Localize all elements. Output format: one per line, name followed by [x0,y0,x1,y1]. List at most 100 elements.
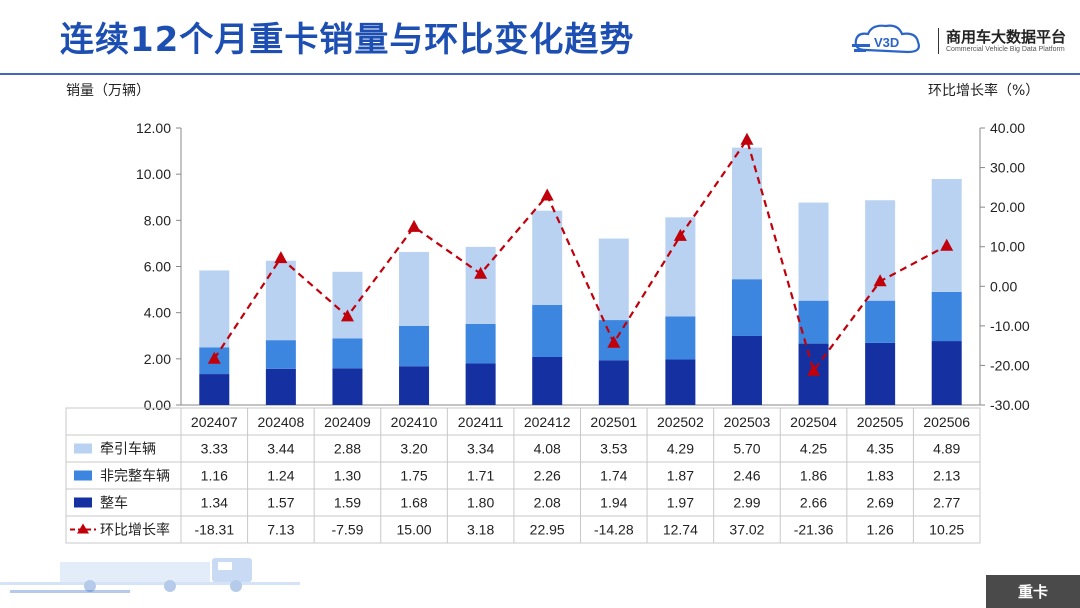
x-category-label: 202409 [324,414,371,430]
growth-rate-point [740,132,754,145]
data-table-cell: 1.74 [600,468,627,484]
bar-segment [465,246,496,324]
brand-subtitle: Commercial Vehicle Big Data Platform [946,46,1065,53]
y-right-tick-label: 10.00 [990,239,1025,255]
data-table-cell: 2.26 [534,468,561,484]
legend-swatch [74,443,92,454]
y-axis-right-label: 环比增长率（%） [928,83,1040,99]
data-table-cell: 1.71 [467,468,494,484]
y-right-tick-label: -20.00 [990,357,1030,373]
bar-segment [399,366,430,405]
data-table-cell: 3.44 [267,441,294,457]
bar-segment [865,342,896,405]
data-table-cell: -18.31 [194,522,234,538]
x-category-label: 202411 [458,414,504,430]
data-table-cell: 4.35 [867,441,894,457]
data-table-cell: 3.34 [467,441,494,457]
growth-rate-point [940,238,954,251]
y-axis-left-label: 销量（万辆） [66,83,150,99]
y-right-tick-label: -10.00 [990,318,1030,334]
bar-segment [931,341,962,405]
y-right-tick-label: -30.00 [990,397,1030,413]
bar-segment [598,238,629,321]
data-table-cell: 2.99 [733,495,760,511]
brand-logo: V3D 商用车大数据平台 Commercial Vehicle Big Data… [852,22,1072,62]
x-category-label: 202407 [191,414,238,430]
x-category-label: 202503 [724,414,771,430]
legend-label: 环比增长率 [100,522,170,538]
data-table-cell: 2.13 [933,468,960,484]
data-table-cell: 2.08 [534,495,561,511]
data-table-cell: 1.68 [400,495,427,511]
bar-segment [532,356,563,405]
data-table-cell: 4.25 [800,441,827,457]
data-table-cell: 1.83 [867,468,894,484]
data-table-cell: 12.74 [663,522,698,538]
data-table-cell: 1.30 [334,468,361,484]
bar-segment [332,368,363,405]
growth-rate-point [673,228,687,241]
y-left-tick-label: 10.00 [136,166,171,182]
growth-rate-point [873,274,887,287]
legend-swatch [74,497,92,508]
legend-marker [77,523,89,534]
growth-rate-line [213,137,948,374]
header-rule [0,73,1080,75]
logo-text: V3D [874,35,899,50]
data-table-cell: 4.89 [933,441,960,457]
x-category-label: 202505 [857,414,904,430]
data-table-cell: 22.95 [530,522,565,538]
x-category-label: 202502 [657,414,704,430]
y-left-tick-label: 2.00 [144,351,171,367]
legend-label: 整车 [100,495,128,511]
bar-segment [665,316,696,360]
y-left-tick-label: 4.00 [144,305,171,321]
data-table-cell: 1.59 [334,495,361,511]
bar-segment [465,323,496,364]
data-table-cell: 2.69 [867,495,894,511]
growth-rate-point [607,335,621,348]
data-table-cell: 15.00 [397,522,432,538]
data-table-cell: 1.34 [201,495,228,511]
y-left-tick-label: 8.00 [144,212,171,228]
data-table-cell: -14.28 [594,522,634,538]
brand-divider [938,28,939,54]
x-category-label: 202410 [391,414,438,430]
bar-segment [332,338,363,369]
x-category-label: 202506 [923,414,970,430]
data-table-cell: 10.25 [929,522,964,538]
data-table-cell: 2.88 [334,441,361,457]
bar-segment [731,335,762,405]
growth-rate-point [540,188,554,201]
growth-rate-point [407,219,421,232]
bar-segment [532,304,563,357]
growth-rate-point [207,351,221,364]
data-table-cell: 3.53 [600,441,627,457]
bar-segment [931,291,962,342]
bar-segment [731,147,762,280]
bar-segment [265,340,296,369]
data-table-cell: 1.75 [400,468,427,484]
data-table-cell: 1.87 [667,468,694,484]
x-category-label: 202412 [524,414,571,430]
x-category-label: 202501 [590,414,637,430]
data-table-cell: 4.29 [667,441,694,457]
data-table-cell: 5.70 [733,441,760,457]
bar-segment [199,270,230,348]
bar-segment [731,279,762,336]
data-table-cell: 3.18 [467,522,494,538]
y-right-tick-label: 0.00 [990,278,1017,294]
data-table-cell: -21.36 [794,522,834,538]
data-table-cell: 1.94 [600,495,627,511]
legend-label: 牵引车辆 [100,441,156,457]
data-table-cell: 1.97 [667,495,694,511]
bar-segment [532,210,563,305]
y-left-tick-label: 0.00 [144,397,171,413]
data-table-cell: 1.24 [267,468,294,484]
data-table-cell: 2.77 [933,495,960,511]
bar-segment [865,300,896,343]
data-table-cell: 3.20 [400,441,427,457]
truck-illustration-icon [0,558,300,593]
data-table-cell: 1.16 [201,468,228,484]
cloud-logo-icon: V3D [852,24,920,54]
